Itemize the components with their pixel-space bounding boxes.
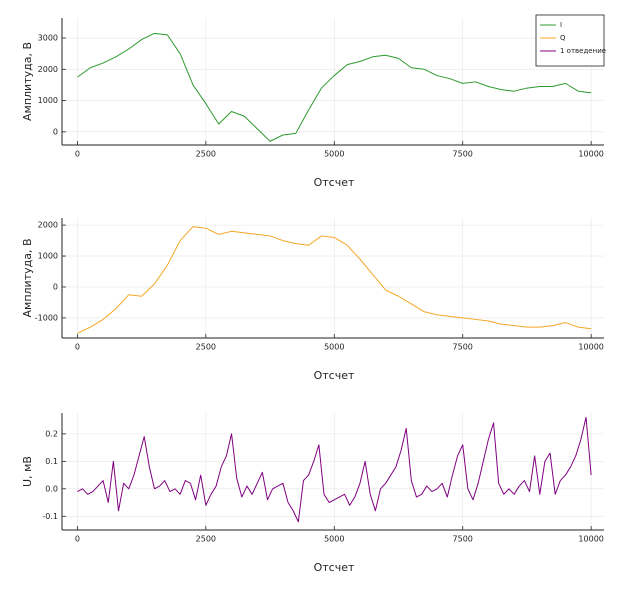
x-tick-label: 10000 — [578, 535, 603, 544]
legend-label: I — [560, 21, 562, 29]
legend-label: 1 отведение — [560, 47, 606, 55]
x-tick-label: 0 — [75, 150, 80, 159]
y-tick-label: 2000 — [38, 65, 58, 74]
y-tick-label: 0.2 — [45, 429, 58, 438]
y-tick-label: -0.1 — [42, 512, 58, 521]
x-axis-label: Отсчет — [314, 561, 355, 574]
legend: IQ 1 отведение — [535, 14, 606, 67]
x-tick-label: 5000 — [324, 343, 344, 352]
x-tick-label: 7500 — [453, 150, 473, 159]
x-tick-label: 2500 — [196, 343, 216, 352]
x-tick-label: 7500 — [453, 535, 473, 544]
x-tick-label: 7500 — [453, 343, 473, 352]
y-axis-label: U, мВ — [21, 456, 34, 487]
series-line — [77, 416, 592, 523]
x-tick-label: 0 — [75, 343, 80, 352]
legend-box — [535, 14, 605, 67]
x-tick-label: 10000 — [578, 150, 603, 159]
series-line — [77, 32, 592, 142]
y-tick-label: 1000 — [38, 252, 58, 261]
x-tick-label: 0 — [75, 535, 80, 544]
x-axis-label: Отсчет — [314, 369, 355, 382]
x-tick-label: 10000 — [578, 343, 603, 352]
y-axis-label: Амплитуда, В — [21, 42, 34, 121]
y-tick-label: 0 — [53, 282, 58, 291]
x-tick-label: 2500 — [196, 535, 216, 544]
x-tick-label: 5000 — [324, 535, 344, 544]
y-tick-label: 2000 — [38, 221, 58, 230]
y-tick-label: 0.1 — [45, 457, 58, 466]
y-tick-label: 1000 — [38, 96, 58, 105]
y-axis-label: Амплитуда, В — [21, 239, 34, 318]
y-tick-label: 0 — [53, 127, 58, 136]
y-tick-label: 0.0 — [45, 484, 58, 493]
y-tick-label: 3000 — [38, 34, 58, 43]
series-line — [77, 226, 592, 334]
x-axis-label: Отсчет — [314, 176, 355, 189]
legend-label: Q — [560, 34, 566, 42]
x-tick-label: 2500 — [196, 150, 216, 159]
x-tick-label: 5000 — [324, 150, 344, 159]
y-tick-label: -1000 — [35, 313, 58, 322]
